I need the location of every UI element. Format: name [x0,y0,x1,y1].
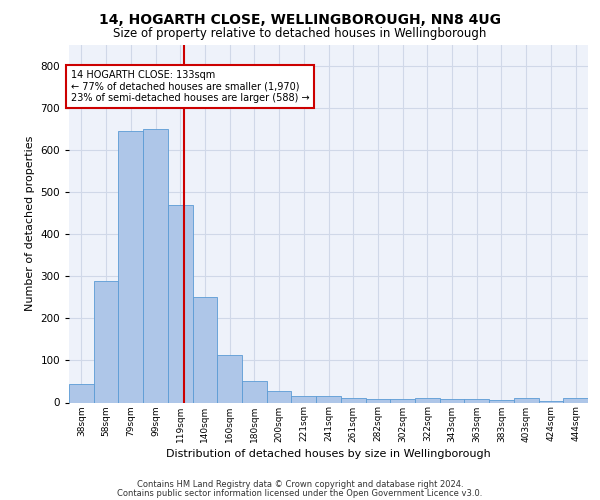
Bar [118,131,143,402]
X-axis label: Distribution of detached houses by size in Wellingborough: Distribution of detached houses by size … [166,448,491,458]
Bar [143,129,168,402]
Bar [94,280,118,402]
Bar [292,396,316,402]
Bar [415,398,440,402]
Bar [563,398,588,402]
Text: Contains HM Land Registry data © Crown copyright and database right 2024.: Contains HM Land Registry data © Crown c… [137,480,463,489]
Bar [390,399,415,402]
Text: Size of property relative to detached houses in Wellingborough: Size of property relative to detached ho… [113,28,487,40]
Bar [267,391,292,402]
Bar [464,399,489,402]
Bar [168,205,193,402]
Bar [217,356,242,403]
Bar [316,396,341,402]
Bar [365,399,390,402]
Y-axis label: Number of detached properties: Number of detached properties [25,136,35,312]
Bar [539,401,563,402]
Bar [489,400,514,402]
Text: 14, HOGARTH CLOSE, WELLINGBOROUGH, NN8 4UG: 14, HOGARTH CLOSE, WELLINGBOROUGH, NN8 4… [99,12,501,26]
Bar [440,399,464,402]
Text: 14 HOGARTH CLOSE: 133sqm
← 77% of detached houses are smaller (1,970)
23% of sem: 14 HOGARTH CLOSE: 133sqm ← 77% of detach… [71,70,310,103]
Bar [193,298,217,403]
Bar [69,384,94,402]
Bar [514,398,539,402]
Bar [341,398,365,402]
Text: Contains public sector information licensed under the Open Government Licence v3: Contains public sector information licen… [118,489,482,498]
Bar [242,380,267,402]
